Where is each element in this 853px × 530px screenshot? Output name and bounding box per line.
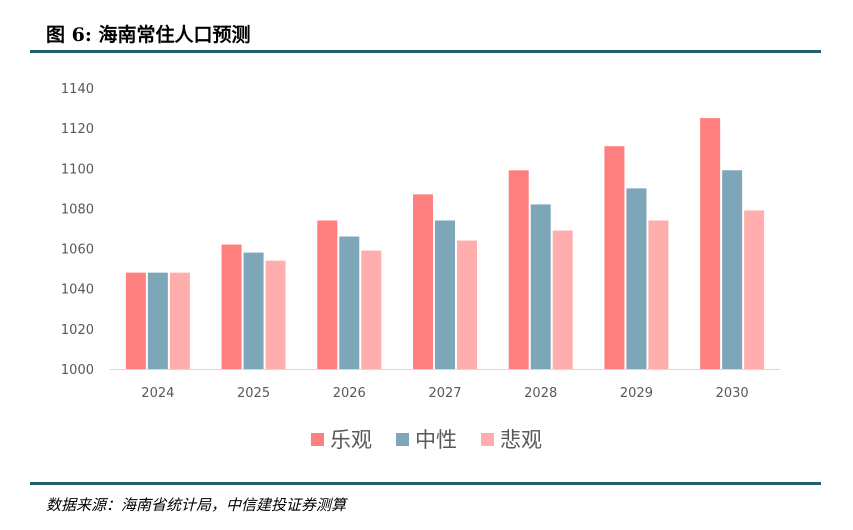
y-tick-label: 1060 (61, 243, 94, 258)
bar-悲观-2030 (744, 210, 765, 369)
legend-swatch (311, 432, 324, 446)
bar-乐观-2029 (604, 146, 625, 369)
x-tick-label-2024: 2024 (141, 386, 174, 401)
y-axis: 1000 1020 1040 1060 1080 1100 1120 1140 (61, 82, 94, 378)
legend-swatch (481, 432, 494, 446)
bar-乐观-2027 (413, 194, 433, 369)
bar-悲观-2029 (648, 220, 669, 369)
bars-group (125, 118, 765, 369)
bar-中性-2026 (339, 236, 360, 369)
legend-item-悲观: 悲观 (481, 424, 542, 454)
bar-乐观-2025 (221, 244, 242, 369)
top-rule (30, 50, 821, 53)
source-note: 数据来源：海南省统计局，中信建投证券测算 (46, 496, 347, 514)
bar-乐观-2026 (317, 220, 338, 369)
legend-item-中性: 中性 (396, 424, 457, 454)
bar-中性-2024 (147, 272, 168, 369)
y-tick-label: 1100 (61, 162, 94, 177)
bar-悲观-2025 (265, 260, 286, 369)
legend-label: 乐观 (330, 428, 372, 452)
x-tick-label-2027: 2027 (428, 386, 461, 401)
legend: 乐观 中性 悲观 (0, 424, 853, 454)
figure-title-text: 海南常住人口预测 (98, 24, 251, 46)
bar-中性-2027 (435, 220, 455, 369)
x-axis: 2024 2025 2026 2027 2028 2029 2030 (141, 386, 748, 401)
bar-悲观-2024 (169, 272, 190, 369)
y-tick-label: 1120 (61, 122, 94, 137)
legend-swatch (396, 432, 409, 446)
bar-悲观-2026 (361, 250, 382, 369)
figure-title: 图 6: 海南常住人口预测 (46, 20, 251, 47)
bar-悲观-2028 (552, 230, 573, 369)
y-tick-label: 1000 (61, 363, 94, 378)
bar-中性-2029 (626, 188, 647, 369)
legend-label: 中性 (415, 428, 457, 452)
x-tick-label-2028: 2028 (524, 386, 557, 401)
y-tick-label: 1140 (61, 82, 94, 97)
figure-label: 图 6: (46, 24, 92, 46)
y-tick-label: 1080 (61, 202, 94, 217)
bar-中性-2028 (530, 204, 551, 369)
x-tick-label-2026: 2026 (333, 386, 366, 401)
bottom-rule (30, 482, 821, 485)
bar-中性-2030 (722, 170, 743, 369)
bar-乐观-2028 (508, 170, 529, 369)
legend-item-乐观: 乐观 (311, 424, 372, 454)
x-tick-label-2029: 2029 (620, 386, 653, 401)
x-tick-label-2025: 2025 (237, 386, 270, 401)
y-tick-label: 1020 (61, 323, 94, 338)
bar-乐观-2024 (125, 272, 146, 369)
bar-悲观-2027 (457, 240, 477, 369)
x-tick-label-2030: 2030 (716, 386, 749, 401)
bar-中性-2025 (243, 252, 264, 369)
bar-乐观-2030 (700, 118, 721, 369)
legend-label: 悲观 (500, 428, 542, 452)
y-tick-label: 1040 (61, 283, 94, 298)
